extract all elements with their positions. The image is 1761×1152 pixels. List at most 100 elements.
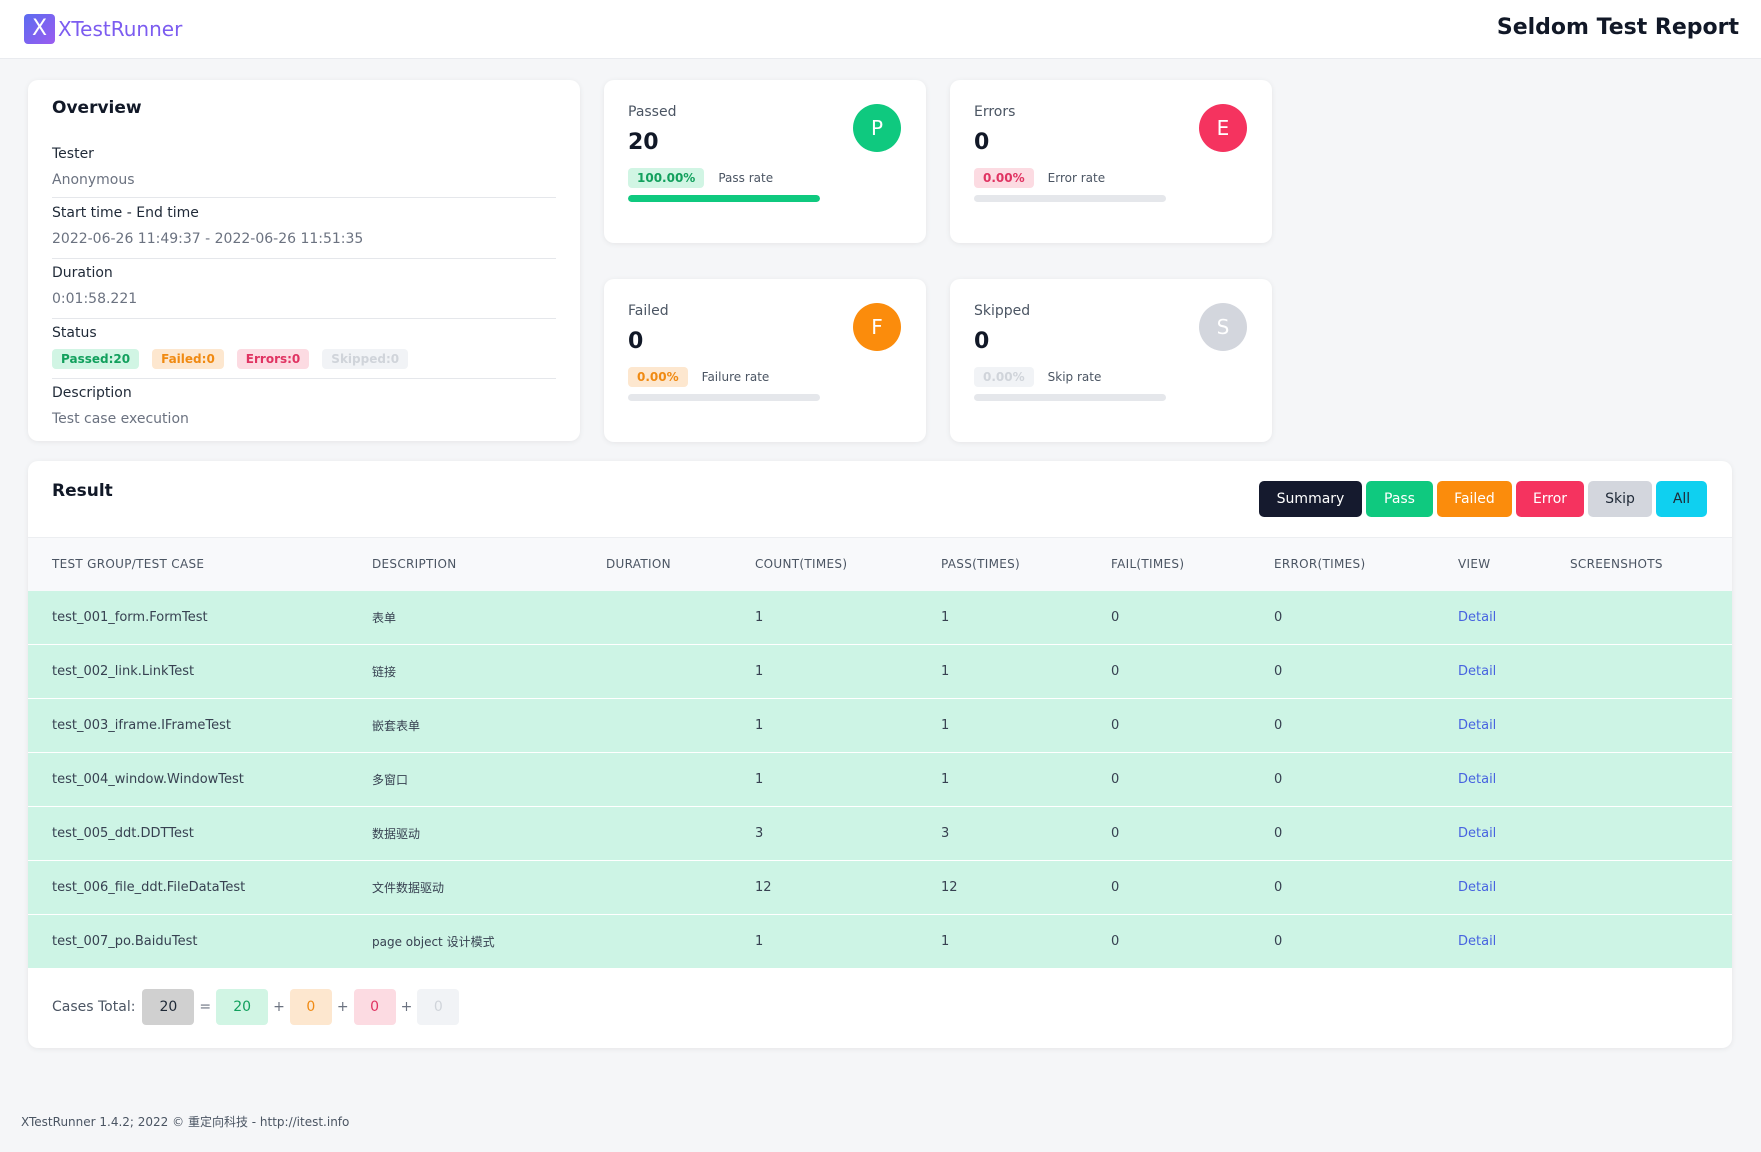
failed-rate: 0.00% Failure rate xyxy=(628,367,769,387)
skipped-rate: 0.00% Skip rate xyxy=(974,367,1101,387)
col-header-pass: PASS(TIMES) xyxy=(941,557,1020,572)
row-name: test_003_iframe.IFrameTest xyxy=(52,718,232,733)
row-description: 嵌套表单 xyxy=(372,719,421,733)
error-rate-bar xyxy=(974,195,1166,202)
row-pass: 1 xyxy=(941,718,950,733)
tester-label: Tester xyxy=(52,146,94,162)
row-duration xyxy=(582,861,731,915)
table-header-row: TEST GROUP/TEST CASE DESCRIPTION DURATIO… xyxy=(28,537,1732,591)
row-fail: 0 xyxy=(1111,772,1120,787)
row-description: 表单 xyxy=(372,610,397,625)
row-error: 0 xyxy=(1274,718,1283,733)
row-duration xyxy=(582,807,731,861)
row-count: 1 xyxy=(755,664,764,679)
time-label: Start time - End time xyxy=(52,205,199,221)
summary-filter-button[interactable]: Summary xyxy=(1259,481,1362,517)
row-count: 12 xyxy=(755,880,772,895)
table-row[interactable]: test_004_window.WindowTest 多窗口 1 1 0 0 D… xyxy=(28,752,1732,807)
row-count: 1 xyxy=(755,772,764,787)
row-pass: 1 xyxy=(941,609,950,625)
row-fail: 0 xyxy=(1111,718,1120,733)
cases-total-label: Cases Total: xyxy=(52,999,136,1015)
detail-link[interactable]: Detail xyxy=(1458,609,1497,625)
col-header-description: DESCRIPTION xyxy=(372,557,457,572)
row-name: test_001_form.FormTest xyxy=(52,609,208,625)
col-header-view: VIEW xyxy=(1458,557,1491,572)
row-fail: 0 xyxy=(1111,609,1120,625)
failure-rate-badge: 0.00% xyxy=(628,367,688,387)
status-badge-passed: Passed:20 xyxy=(52,349,140,369)
skip-filter-button[interactable]: Skip xyxy=(1588,481,1652,517)
row-description: 文件数据驱动 xyxy=(372,881,445,895)
detail-link[interactable]: Detail xyxy=(1458,934,1497,949)
col-header-screenshots: SCREENSHOTS xyxy=(1570,557,1663,572)
passed-icon: P xyxy=(853,104,901,152)
detail-link[interactable]: Detail xyxy=(1458,664,1497,679)
errors-label: Errors xyxy=(974,104,1016,120)
row-error: 0 xyxy=(1274,826,1283,841)
passed-rate: 100.00% Pass rate xyxy=(628,168,773,188)
skip-rate-bar xyxy=(974,394,1166,401)
row-count: 1 xyxy=(755,609,764,625)
status-badge-skipped: Skipped:0 xyxy=(322,349,409,369)
detail-link[interactable]: Detail xyxy=(1458,826,1497,841)
failed-filter-button[interactable]: Failed xyxy=(1437,481,1512,517)
passed-card: Passed 20 P 100.00% Pass rate xyxy=(604,80,926,243)
detail-link[interactable]: Detail xyxy=(1458,772,1497,787)
pass-rate-bar xyxy=(628,195,820,202)
passed-label: Passed xyxy=(628,104,677,120)
skipped-card: Skipped 0 S 0.00% Skip rate xyxy=(950,279,1272,442)
row-screenshots xyxy=(1546,753,1732,807)
description-label: Description xyxy=(52,385,132,401)
row-name: test_007_po.BaiduTest xyxy=(52,934,198,949)
failed-count: 0 xyxy=(628,329,644,354)
col-header-count: COUNT(TIMES) xyxy=(755,557,848,572)
row-error: 0 xyxy=(1274,609,1283,625)
equals-sign: = xyxy=(199,999,212,1015)
table-row[interactable]: test_007_po.BaiduTest page object 设计模式 1… xyxy=(28,914,1732,969)
footer: XTestRunner 1.4.2; 2022 © 重定向科技 - http:/… xyxy=(21,1115,350,1129)
skipped-label: Skipped xyxy=(974,303,1031,319)
row-fail: 0 xyxy=(1111,826,1120,841)
row-duration xyxy=(582,591,731,645)
row-fail: 0 xyxy=(1111,664,1120,679)
plus-sign: + xyxy=(336,999,349,1015)
col-header-fail: FAIL(TIMES) xyxy=(1111,557,1185,572)
detail-link[interactable]: Detail xyxy=(1458,880,1497,895)
detail-link[interactable]: Detail xyxy=(1458,718,1497,733)
result-filters: Summary Pass Failed Error Skip All xyxy=(1259,481,1707,517)
table-row[interactable]: test_005_ddt.DDTTest 数据驱动 3 3 0 0 Detail xyxy=(28,806,1732,861)
table-row[interactable]: test_003_iframe.IFrameTest 嵌套表单 1 1 0 0 … xyxy=(28,698,1732,753)
pass-filter-button[interactable]: Pass xyxy=(1366,481,1433,517)
row-error: 0 xyxy=(1274,880,1283,895)
row-name: test_002_link.LinkTest xyxy=(52,664,195,679)
failed-label: Failed xyxy=(628,303,669,319)
plus-sign: + xyxy=(273,999,285,1015)
duration-row: Duration 0:01:58.221 xyxy=(52,265,556,319)
row-description: 链接 xyxy=(372,665,397,679)
description-row: Description Test case execution xyxy=(52,385,556,439)
failed-card: Failed 0 F 0.00% Failure rate xyxy=(604,279,926,442)
col-header-duration: DURATION xyxy=(606,557,671,572)
error-filter-button[interactable]: Error xyxy=(1516,481,1584,517)
row-screenshots xyxy=(1546,699,1732,753)
row-error: 0 xyxy=(1274,934,1283,949)
col-header-error: ERROR(TIMES) xyxy=(1274,557,1366,572)
skip-rate-badge: 0.00% xyxy=(974,367,1034,387)
table-row[interactable]: test_001_form.FormTest 表单 1 1 0 0 Detail xyxy=(28,590,1732,645)
row-error: 0 xyxy=(1274,664,1283,679)
row-description: 多窗口 xyxy=(372,773,409,787)
status-label: Status xyxy=(52,325,97,341)
description-value: Test case execution xyxy=(52,411,189,427)
table-row[interactable]: test_002_link.LinkTest 链接 1 1 0 0 Detail xyxy=(28,644,1732,699)
overview-card: Overview Tester Anonymous Start time - E… xyxy=(28,80,580,441)
errors-count: 0 xyxy=(974,130,990,155)
table-row[interactable]: test_006_file_ddt.FileDataTest 文件数据驱动 12… xyxy=(28,860,1732,915)
error-rate-label: Error rate xyxy=(1047,171,1106,185)
row-duration xyxy=(582,699,731,753)
logo[interactable]: X XTestRunner xyxy=(24,14,182,44)
passed-count: 20 xyxy=(628,130,659,155)
errors-icon: E xyxy=(1199,104,1247,152)
all-filter-button[interactable]: All xyxy=(1656,481,1707,517)
tester-value: Anonymous xyxy=(52,172,135,188)
